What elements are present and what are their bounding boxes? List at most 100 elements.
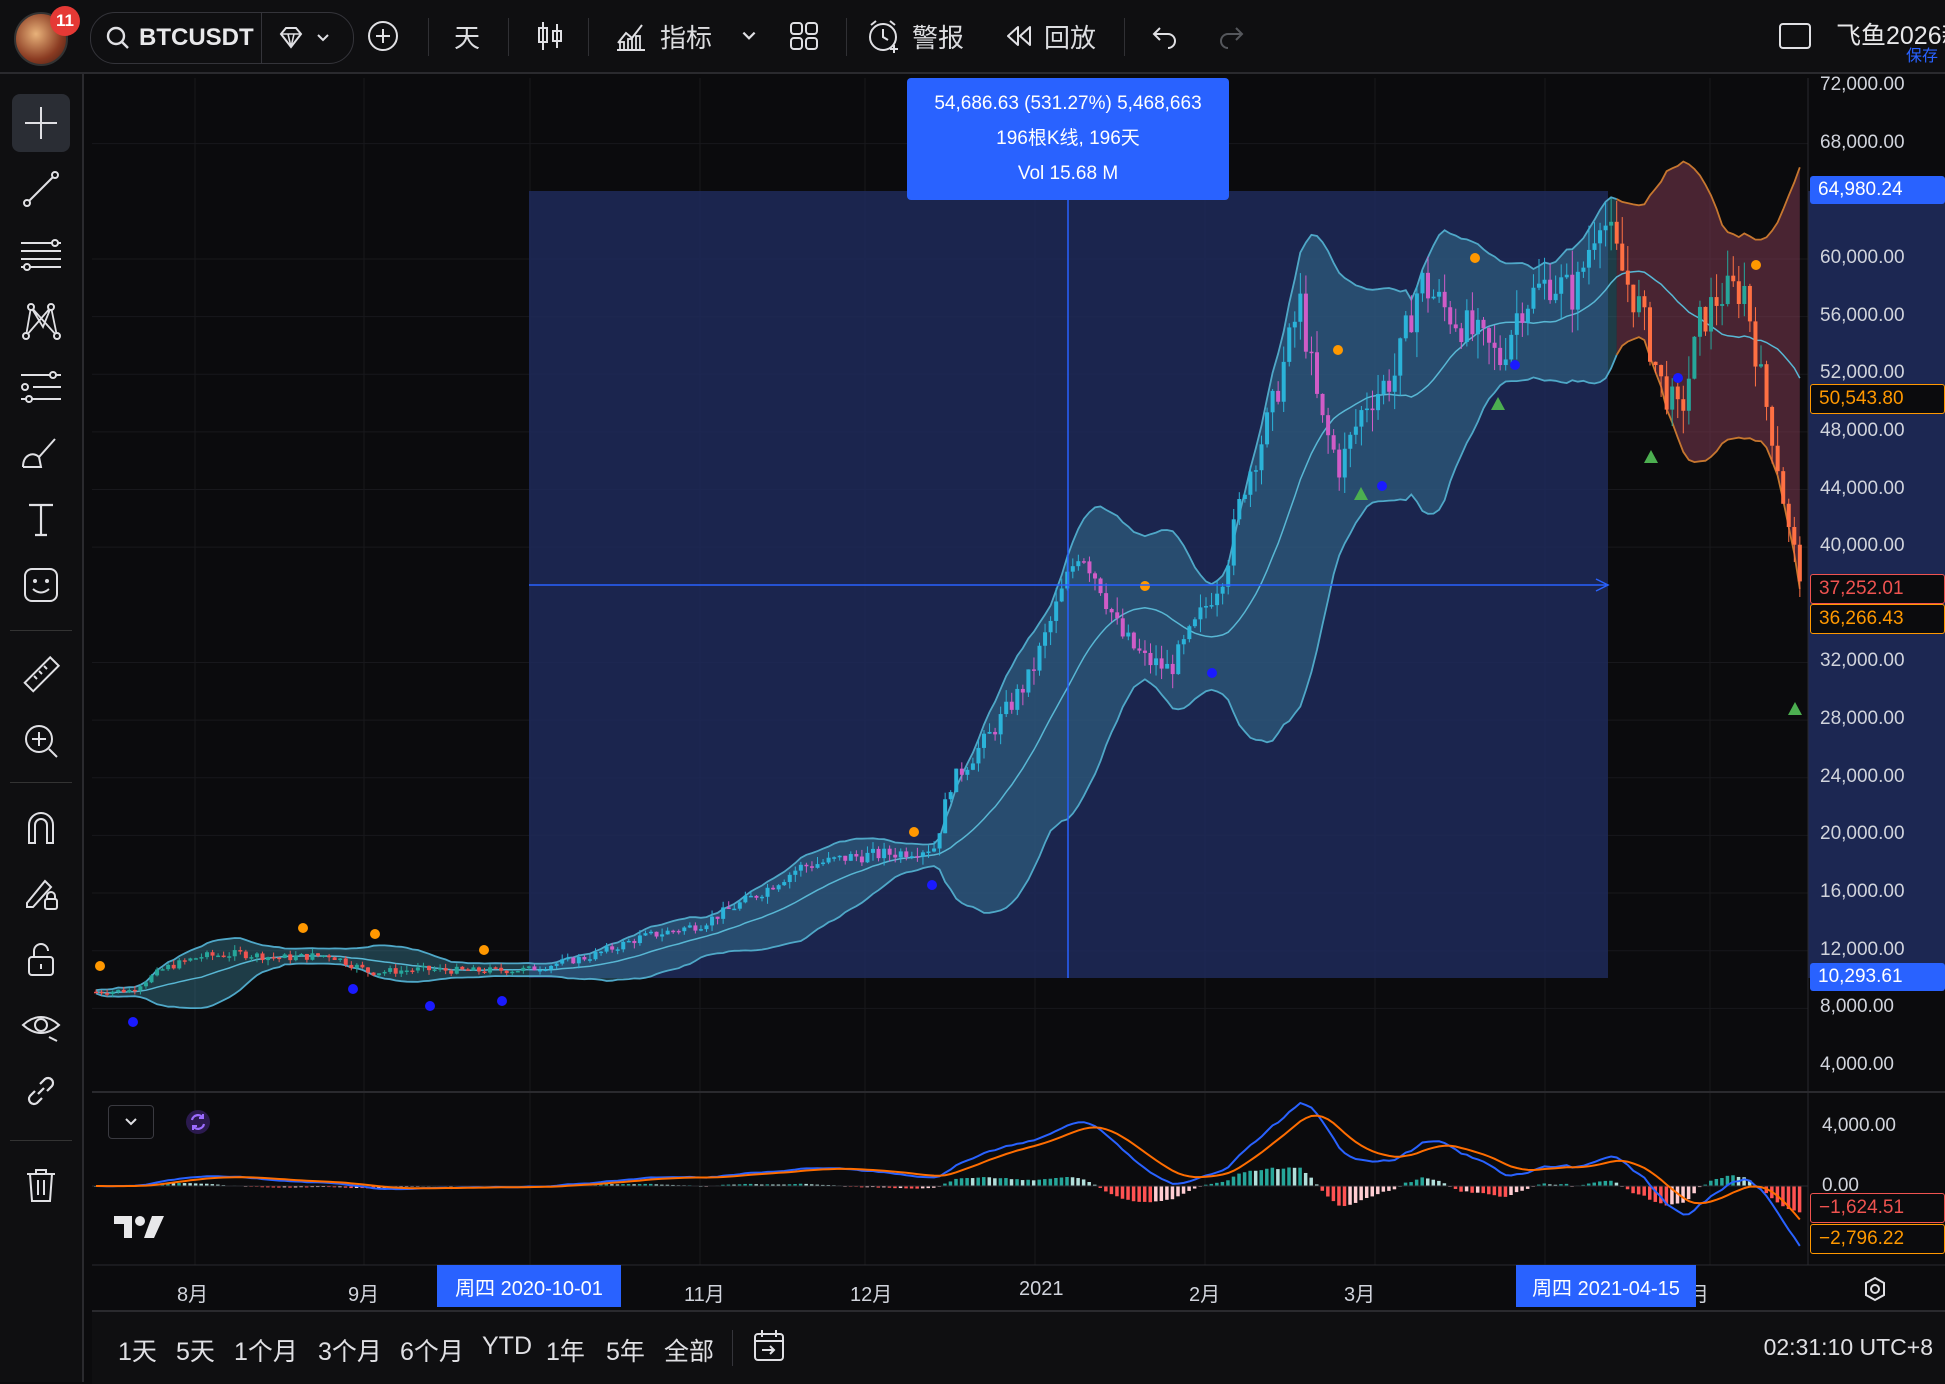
macd-bar <box>1004 1178 1008 1186</box>
macd-bar <box>604 1184 609 1186</box>
range-button[interactable]: 5年 <box>606 1338 645 1366</box>
range-button[interactable]: 1天 <box>118 1338 157 1366</box>
range-button[interactable]: 1年 <box>546 1338 585 1366</box>
macd-bar <box>1142 1186 1147 1202</box>
interval-button[interactable]: 天 <box>454 22 481 53</box>
text-tool[interactable] <box>12 490 70 548</box>
macd-bar <box>349 1186 353 1189</box>
candle <box>859 849 864 866</box>
pattern-tool[interactable] <box>12 292 70 350</box>
crosshair-tool[interactable] <box>12 94 70 152</box>
magnet-tool[interactable] <box>12 798 70 856</box>
range-button[interactable]: 5天 <box>176 1338 215 1366</box>
range-button[interactable]: YTD <box>482 1332 532 1360</box>
candle <box>1648 301 1652 366</box>
macd-bar <box>771 1184 775 1186</box>
candle <box>732 904 737 911</box>
candle <box>321 955 326 958</box>
diamond-icon[interactable] <box>277 25 305 51</box>
layout-name[interactable]: 飞鱼2026新 <box>1836 22 1945 50</box>
delete-drawings-tool[interactable] <box>12 1156 70 1214</box>
candle <box>1487 326 1492 365</box>
signal-dot <box>1751 260 1761 270</box>
candle <box>232 945 237 961</box>
zoom-tool[interactable] <box>12 712 70 770</box>
emoji-tool[interactable] <box>12 556 70 614</box>
trend-line-tool[interactable] <box>12 160 70 218</box>
undo-button[interactable] <box>1150 0 1180 72</box>
macd-bar <box>1725 1175 1730 1186</box>
add-symbol-button[interactable] <box>366 0 400 72</box>
chevron-down-icon[interactable] <box>315 30 331 46</box>
macd-bar <box>399 1186 403 1188</box>
save-label[interactable]: 保存 <box>1906 48 1939 65</box>
fullscreen-button[interactable] <box>1778 0 1812 72</box>
candle <box>1387 369 1392 402</box>
indicators-button[interactable]: 指标 <box>614 0 712 72</box>
candle <box>354 963 359 973</box>
candle <box>1442 274 1447 322</box>
rewind-icon <box>1004 23 1034 49</box>
candle <box>249 955 254 962</box>
price-chart[interactable] <box>0 0 1945 1310</box>
prediction-tool[interactable] <box>12 358 70 416</box>
brush-tool[interactable] <box>12 424 70 482</box>
range-button[interactable]: 6个月 <box>400 1338 464 1366</box>
range-button[interactable]: 3个月 <box>318 1338 382 1366</box>
macd-bar <box>787 1184 792 1186</box>
layout-grid-button[interactable] <box>788 0 820 72</box>
collapse-pane-button[interactable] <box>108 1105 154 1139</box>
candle <box>1220 583 1225 605</box>
candle <box>288 950 293 964</box>
candle <box>576 953 581 969</box>
buy-triangle <box>1788 702 1802 715</box>
measure-arrow <box>1595 578 1610 592</box>
macd-bar <box>1109 1186 1114 1195</box>
candle <box>760 894 764 902</box>
chart-settings-button[interactable] <box>1862 1276 1888 1302</box>
redo-button[interactable] <box>1216 0 1246 72</box>
tradingview-logo[interactable] <box>112 1212 168 1240</box>
fib-tool[interactable] <box>12 226 70 284</box>
ruler-tool[interactable] <box>12 646 70 704</box>
price-tick: 4,000.00 <box>1820 1054 1894 1075</box>
visibility-tool[interactable] <box>12 996 70 1054</box>
candle <box>599 950 604 956</box>
symbol-search[interactable]: BTCUSDT <box>90 12 354 64</box>
macd-bar <box>1775 1186 1780 1203</box>
chart-type-button[interactable] <box>534 0 566 72</box>
macd-bar <box>970 1178 975 1186</box>
macd-bar <box>1598 1181 1602 1186</box>
candle <box>1159 645 1164 680</box>
replay-button[interactable]: 回放 <box>1004 0 1096 72</box>
macd-bar <box>1420 1177 1424 1186</box>
candle <box>932 841 937 853</box>
macd-bar <box>893 1186 897 1189</box>
candle <box>1309 336 1314 376</box>
candle <box>1281 346 1286 413</box>
candle <box>904 847 909 861</box>
macd-bar <box>748 1183 753 1186</box>
alert-button[interactable]: 警报 <box>866 0 964 72</box>
candle <box>1048 616 1053 646</box>
link-tool[interactable] <box>12 1062 70 1120</box>
bollinger-upper <box>95 196 1617 992</box>
candle <box>432 966 437 973</box>
candle <box>865 846 870 864</box>
range-button[interactable]: 1个月 <box>234 1338 298 1366</box>
candle <box>526 965 531 970</box>
candle <box>177 957 182 970</box>
macd-bar <box>1442 1183 1447 1186</box>
indicators-dropdown[interactable] <box>740 0 758 72</box>
candle <box>238 946 243 955</box>
range-button[interactable]: 全部 <box>664 1338 715 1366</box>
unlock-tool[interactable] <box>12 930 70 988</box>
date-range-button[interactable] <box>752 1328 786 1364</box>
reload-indicator-button[interactable] <box>184 1108 212 1136</box>
candle <box>1453 308 1458 332</box>
lock-drawing-tool[interactable] <box>12 864 70 922</box>
candle <box>987 723 992 734</box>
clock[interactable]: 02:31:10 UTC+8 <box>1763 1334 1933 1360</box>
macd-histogram <box>92 1167 1808 1213</box>
macd-bar <box>871 1186 875 1188</box>
